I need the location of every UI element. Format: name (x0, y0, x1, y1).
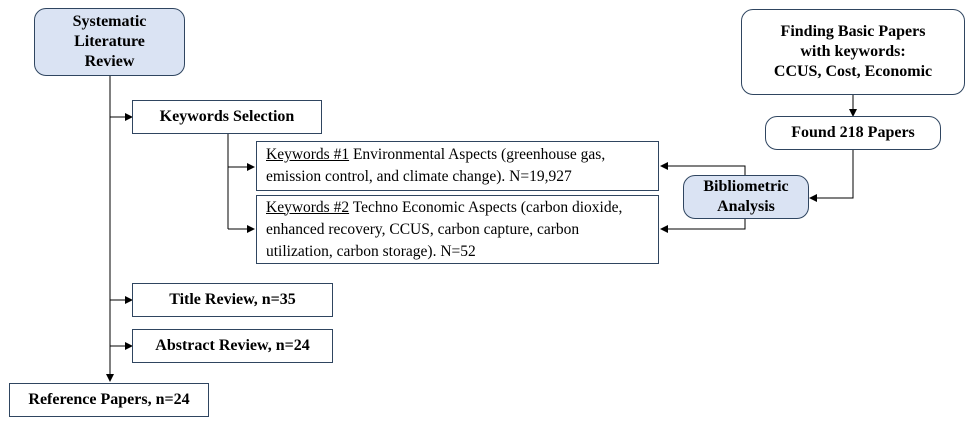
found-papers-label: Found 218 Papers (791, 124, 915, 141)
bibliometric-analysis-box: Bibliometric Analysis (683, 175, 809, 219)
systematic-literature-review-box: Systematic Literature Review (34, 8, 185, 76)
bibliometric-analysis-label: Bibliometric Analysis (703, 178, 789, 215)
keywords-2-tag: Keywords #2 (266, 198, 350, 216)
keywords-1-box: Keywords #1 Environmental Aspects (green… (256, 141, 659, 191)
reference-papers-box: Reference Papers, n=24 (9, 383, 209, 417)
arrow-bib-to-kw2 (660, 219, 746, 233)
arrow-to-bibliometric (809, 150, 854, 202)
systematic-literature-review-label: Systematic Literature Review (72, 13, 147, 70)
keywords-selection-label: Keywords Selection (159, 108, 295, 125)
title-review-box: Title Review, n=35 (132, 283, 333, 317)
keywords-selection-box: Keywords Selection (132, 100, 322, 134)
reference-papers-label: Reference Papers, n=24 (28, 391, 190, 408)
title-review-label: Title Review, n=35 (169, 291, 296, 308)
arrow-bib-to-kw1 (660, 162, 746, 177)
keywords-2-text: Keywords #2 Techno Economic Aspects (car… (266, 197, 649, 263)
found-papers-box: Found 218 Papers (765, 116, 941, 150)
abstract-review-label: Abstract Review, n=24 (155, 337, 310, 354)
keywords-1-description: Environmental Aspects (greenhouse gas, e… (266, 146, 606, 185)
keywords-2-box: Keywords #2 Techno Economic Aspects (car… (256, 195, 659, 264)
keywords-2-description: Techno Economic Aspects (carbon dioxide,… (266, 198, 623, 260)
finding-basic-papers-box: Finding Basic Papers with keywords: CCUS… (741, 9, 965, 95)
keywords-1-text: Keywords #1 Environmental Aspects (green… (266, 144, 649, 188)
abstract-review-box: Abstract Review, n=24 (132, 329, 333, 363)
keywords-1-tag: Keywords #1 (266, 146, 350, 163)
finding-basic-papers-label: Finding Basic Papers with keywords: CCUS… (773, 23, 933, 80)
